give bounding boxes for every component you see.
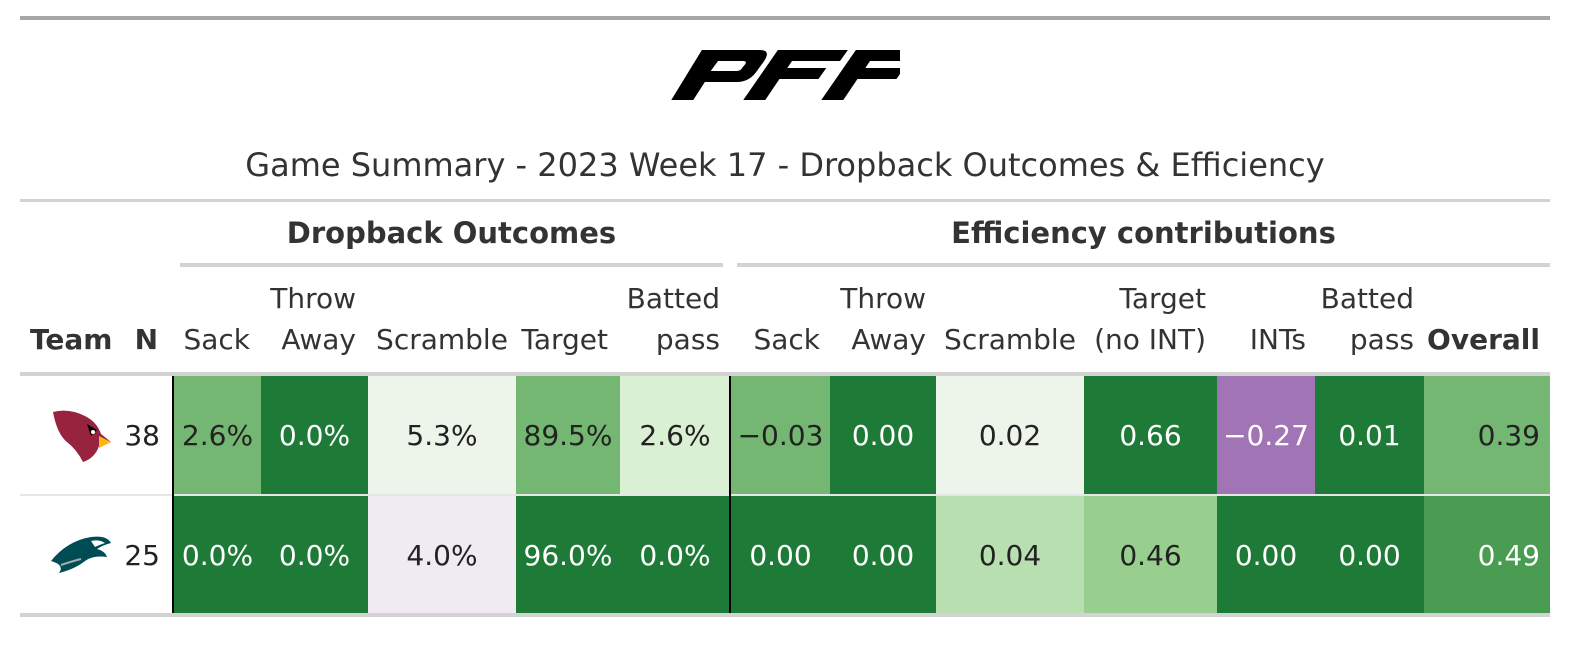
col-header-target: Target <box>521 323 608 356</box>
cell-scramble: 4.0% <box>368 496 516 615</box>
cell-sack-eff: 0.00 <box>731 496 830 615</box>
cell-ints-eff: −0.27 <box>1217 376 1315 495</box>
summary-table: Game Summary - 2023 Week 17 - Dropback O… <box>20 0 1550 646</box>
row-divider <box>20 494 1550 496</box>
cell-scramble-eff: 0.02 <box>936 376 1084 495</box>
col-header-sack: Sack <box>183 323 250 356</box>
col-header-throw-away: Throw Away <box>270 282 356 356</box>
eagles-logo-icon <box>30 496 130 615</box>
cell-scramble-eff: 0.04 <box>936 496 1084 615</box>
spanner-efficiency-rule <box>737 263 1550 267</box>
table-title: Game Summary - 2023 Week 17 - Dropback O… <box>245 146 1325 184</box>
table-row: 38 2.6% 0.0% 5.3% 89.5% 2.6% −0.03 0.00 0.02 0.6… <box>20 376 1550 495</box>
cell-batted-pass: 0.0% <box>620 496 730 615</box>
spanner-dropback: Dropback Outcomes <box>286 216 617 250</box>
table-row: 25 0.0% 0.0% 4.0% 96.0% 0.0% 0.00 0.00 0.04 0.46… <box>20 496 1550 615</box>
cell-overall: 0.39 <box>1424 376 1550 495</box>
col-header-overall: Overall <box>1427 323 1540 356</box>
title-rule <box>20 199 1550 202</box>
cell-target-no-int-eff: 0.46 <box>1084 496 1217 615</box>
spanner-dropback-rule <box>180 263 723 267</box>
cell-ints-eff: 0.00 <box>1217 496 1315 615</box>
pff-logo-icon <box>671 50 900 100</box>
separator-line <box>172 376 174 613</box>
cell-target: 96.0% <box>516 496 620 615</box>
col-header-throw-away-eff: Throw Away <box>840 282 926 356</box>
col-header-sack-eff: Sack <box>753 323 820 356</box>
cell-target-no-int-eff: 0.66 <box>1084 376 1217 495</box>
cell-scramble: 5.3% <box>368 376 516 495</box>
cell-throw-away: 0.0% <box>261 376 368 495</box>
top-rule <box>20 16 1550 20</box>
bottom-rule <box>20 613 1550 617</box>
cardinals-logo-icon <box>30 376 130 495</box>
col-header-n: N <box>134 323 158 356</box>
row-n: 38 <box>124 419 160 452</box>
cell-sack-eff: −0.03 <box>731 376 830 495</box>
cell-target: 89.5% <box>516 376 620 495</box>
spanner-efficiency: Efficiency contributions <box>951 216 1336 250</box>
col-header-batted-pass: Batted pass <box>626 282 720 356</box>
cell-throw-away-eff: 0.00 <box>830 376 936 495</box>
col-header-batted-pass-eff: Batted pass <box>1320 282 1414 356</box>
cell-sack: 0.0% <box>174 496 261 615</box>
cell-sack: 2.6% <box>174 376 261 495</box>
cell-throw-away: 0.0% <box>261 496 368 615</box>
col-header-scramble-eff: Scramble <box>944 323 1076 356</box>
col-header-ints: INTs <box>1249 323 1306 356</box>
cell-batted-pass: 2.6% <box>620 376 730 495</box>
col-header-team: Team <box>30 323 113 356</box>
cell-batted-pass-eff: 0.01 <box>1315 376 1424 495</box>
col-header-scramble: Scramble <box>376 323 508 356</box>
header-rule <box>20 372 1550 376</box>
cell-batted-pass-eff: 0.00 <box>1315 496 1424 615</box>
separator-line <box>729 376 731 613</box>
cell-throw-away-eff: 0.00 <box>830 496 936 615</box>
row-n: 25 <box>124 539 160 572</box>
col-header-target-no-int: Target (no INT) <box>1094 282 1206 356</box>
cell-overall: 0.49 <box>1424 496 1550 615</box>
